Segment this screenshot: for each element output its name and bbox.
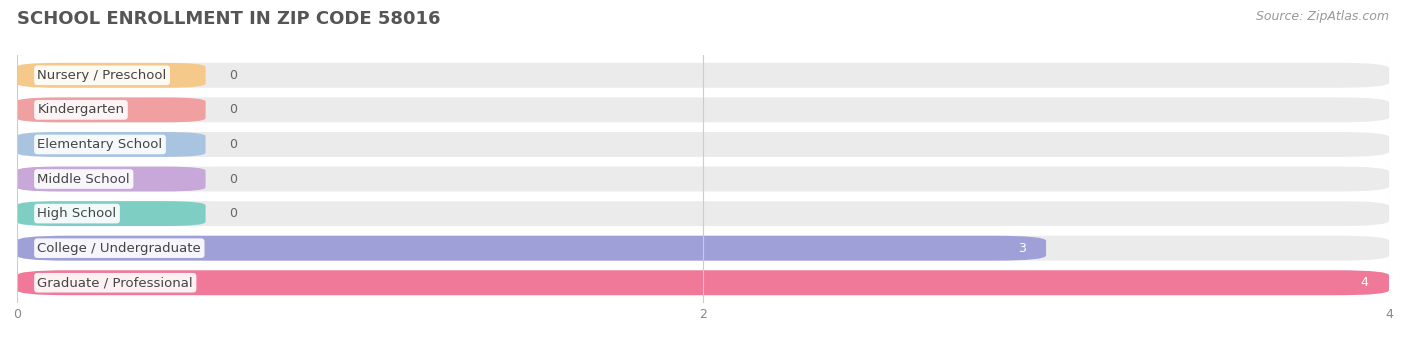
FancyBboxPatch shape [17, 236, 1046, 261]
FancyBboxPatch shape [17, 132, 205, 157]
FancyBboxPatch shape [17, 270, 1389, 295]
FancyBboxPatch shape [17, 236, 1389, 261]
Text: 0: 0 [229, 138, 238, 151]
Text: Elementary School: Elementary School [38, 138, 163, 151]
Text: 0: 0 [229, 103, 238, 116]
Text: High School: High School [38, 207, 117, 220]
FancyBboxPatch shape [17, 63, 1389, 88]
Text: 4: 4 [1361, 276, 1368, 289]
FancyBboxPatch shape [17, 201, 1389, 226]
Text: Nursery / Preschool: Nursery / Preschool [38, 69, 167, 82]
Text: Kindergarten: Kindergarten [38, 103, 125, 116]
FancyBboxPatch shape [17, 98, 1389, 122]
FancyBboxPatch shape [17, 98, 205, 122]
FancyBboxPatch shape [17, 166, 205, 192]
FancyBboxPatch shape [17, 166, 1389, 192]
Text: College / Undergraduate: College / Undergraduate [38, 242, 201, 255]
Text: 0: 0 [229, 173, 238, 186]
Text: 0: 0 [229, 69, 238, 82]
Text: 0: 0 [229, 207, 238, 220]
Text: Graduate / Professional: Graduate / Professional [38, 276, 193, 289]
FancyBboxPatch shape [17, 132, 1389, 157]
FancyBboxPatch shape [17, 63, 205, 88]
Text: SCHOOL ENROLLMENT IN ZIP CODE 58016: SCHOOL ENROLLMENT IN ZIP CODE 58016 [17, 10, 440, 28]
FancyBboxPatch shape [17, 201, 205, 226]
FancyBboxPatch shape [17, 270, 1389, 295]
Text: Middle School: Middle School [38, 173, 131, 186]
Text: 3: 3 [1018, 242, 1025, 255]
Text: Source: ZipAtlas.com: Source: ZipAtlas.com [1256, 10, 1389, 23]
